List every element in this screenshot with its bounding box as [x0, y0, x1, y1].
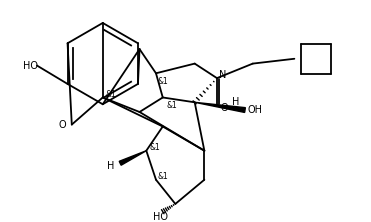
Text: &1: &1: [158, 172, 169, 181]
Text: &1: &1: [106, 90, 116, 99]
Text: HO: HO: [153, 212, 168, 222]
Text: H: H: [107, 161, 114, 171]
Text: O: O: [221, 103, 229, 113]
Text: OH: OH: [247, 105, 262, 115]
Text: HO: HO: [23, 61, 38, 71]
Polygon shape: [195, 102, 245, 112]
Text: &1: &1: [167, 101, 177, 110]
Text: O: O: [58, 120, 66, 130]
Text: &1: &1: [158, 77, 169, 85]
Text: &1: &1: [149, 143, 160, 152]
Text: H: H: [232, 97, 239, 107]
Text: N: N: [219, 70, 226, 80]
Polygon shape: [119, 151, 146, 165]
